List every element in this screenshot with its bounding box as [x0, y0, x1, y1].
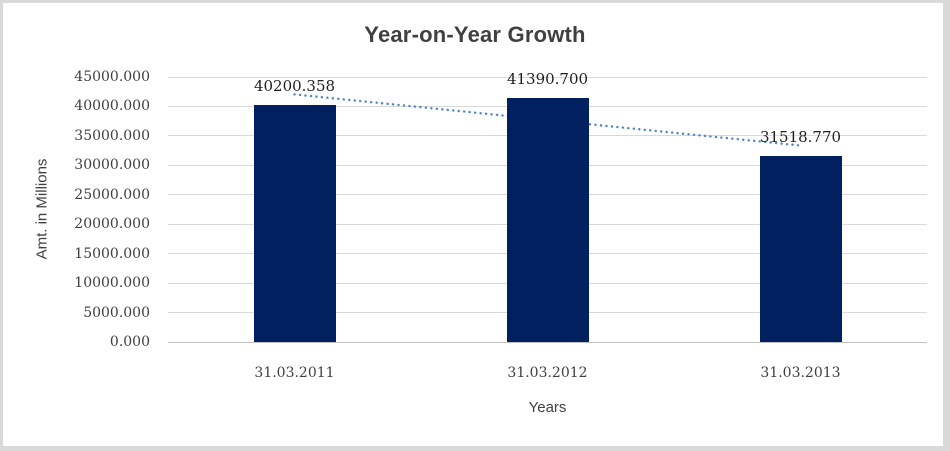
x-tick-label: 31.03.2011: [254, 365, 335, 381]
y-tick-label: 25000.000: [74, 186, 150, 203]
bar: [506, 98, 589, 342]
bar-value-label: 41390.700: [506, 70, 589, 89]
y-tick-label: 30000.000: [74, 157, 150, 174]
y-tick-label: 0.000: [109, 334, 150, 350]
bar-value-label: 31518.770: [759, 128, 842, 147]
bar: [759, 156, 842, 342]
chart-title: Year-on-Year Growth: [364, 22, 586, 47]
x-tick-label: 31.03.2013: [760, 365, 841, 381]
y-tick-label: 15000.000: [74, 245, 150, 262]
bar-value-label: 40200.358: [253, 77, 336, 96]
y-tick-label: 10000.000: [74, 275, 150, 292]
y-tick-label: 35000.000: [74, 127, 150, 144]
x-tick-label: 31.03.2012: [507, 365, 588, 381]
y-tick-label: 5000.000: [83, 304, 150, 321]
x-axis-title: Years: [528, 399, 567, 416]
gridline: [168, 76, 927, 78]
bar: [253, 105, 336, 342]
y-tick-label: 40000.000: [74, 98, 150, 115]
y-tick-label: 20000.000: [74, 216, 150, 233]
y-tick-label: 45000.000: [74, 69, 150, 85]
x-axis-line: [168, 341, 927, 343]
